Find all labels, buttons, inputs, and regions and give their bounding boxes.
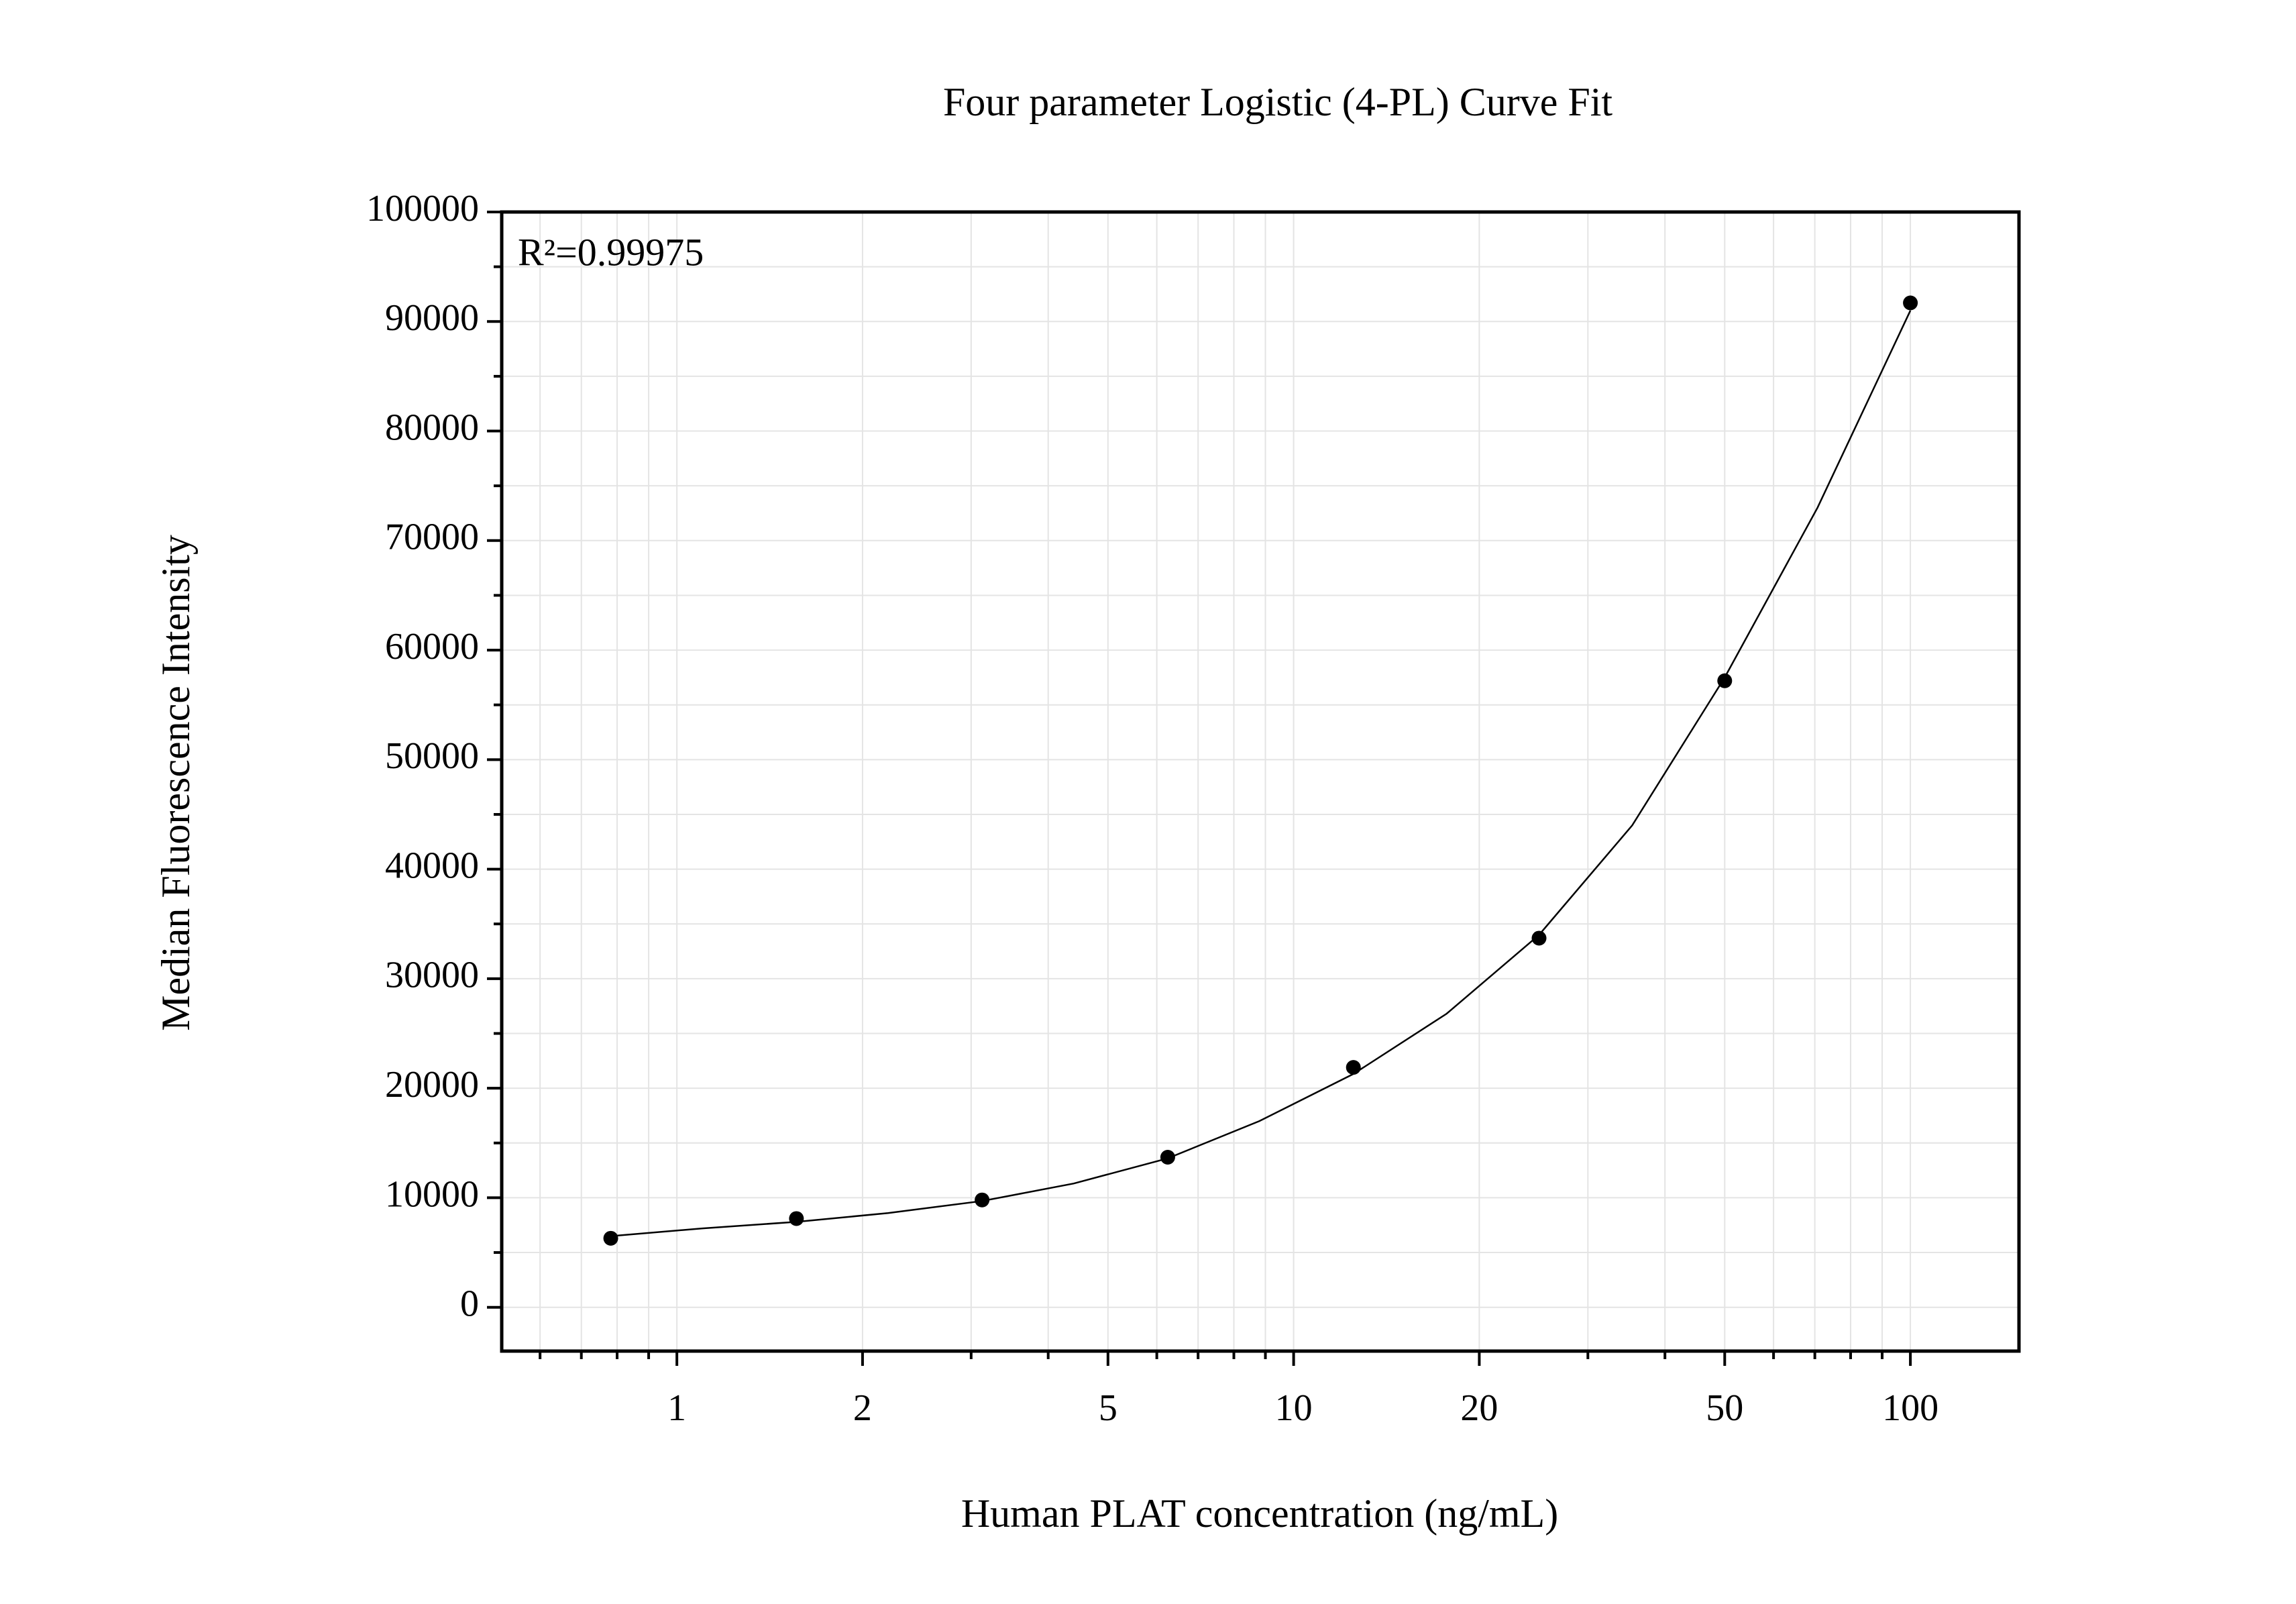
annotation: R²=0.99975 xyxy=(518,230,704,274)
y-axis-label: Median Fluorescence Intensity xyxy=(154,535,198,1031)
y-tick-label: 20000 xyxy=(385,1064,479,1106)
y-tick-label: 60000 xyxy=(385,626,479,667)
data-point xyxy=(975,1192,990,1208)
y-tick-label: 70000 xyxy=(385,517,479,558)
y-tick-label: 0 xyxy=(460,1283,479,1325)
x-tick-label: 50 xyxy=(1706,1387,1743,1429)
plot xyxy=(487,211,1918,1366)
y-tick-label: 10000 xyxy=(385,1173,479,1215)
fit-curve xyxy=(610,310,1912,1237)
plot-frame xyxy=(500,210,2021,1353)
grid xyxy=(502,211,2019,1351)
chart-title: Four parameter Logistic (4-PL) Curve Fit xyxy=(943,80,1612,124)
y-tick-label: 80000 xyxy=(385,407,479,448)
data-point xyxy=(1346,1060,1361,1075)
x-tick-label: 100 xyxy=(1882,1387,1938,1429)
x-axis-label: Human PLAT concentration (ng/mL) xyxy=(961,1491,1558,1536)
x-tick-label: 10 xyxy=(1275,1387,1313,1429)
data-point xyxy=(603,1230,618,1246)
x-tick-label: 1 xyxy=(667,1387,686,1429)
data-point xyxy=(1903,295,1918,311)
y-tick-label: 30000 xyxy=(385,955,479,996)
x-tick-label: 20 xyxy=(1460,1387,1498,1429)
x-tick-label: 5 xyxy=(1099,1387,1117,1429)
y-tick-label: 90000 xyxy=(385,297,479,339)
data-point xyxy=(1160,1150,1175,1165)
data-point xyxy=(1531,930,1547,946)
y-tick-label: 100000 xyxy=(366,188,479,229)
x-tick-label: 2 xyxy=(853,1387,872,1429)
data-point xyxy=(789,1211,804,1226)
y-tick-label: 40000 xyxy=(385,845,479,886)
y-tick-label: 50000 xyxy=(385,735,479,777)
